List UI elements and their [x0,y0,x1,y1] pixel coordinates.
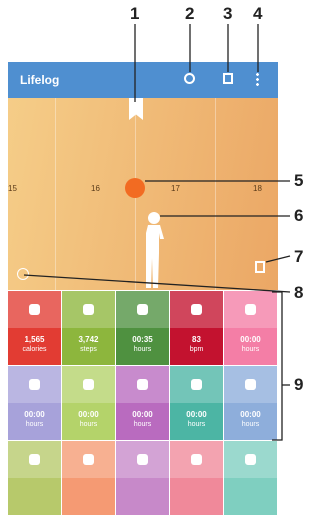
callout-number: 4 [253,4,262,24]
callout-number: 9 [294,375,303,395]
callout-number: 8 [294,283,303,303]
callout-number: 2 [185,4,194,24]
callout-lines [0,0,316,466]
callout-number: 5 [294,171,303,191]
callout-number: 1 [130,4,139,24]
callout-number: 3 [223,4,232,24]
callout-number: 6 [294,206,303,226]
callout-number: 7 [294,247,303,267]
